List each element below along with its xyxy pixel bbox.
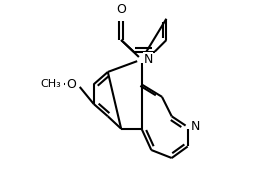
- Text: N: N: [190, 120, 200, 133]
- Text: CH₃: CH₃: [40, 79, 61, 89]
- Text: O: O: [66, 78, 76, 91]
- Text: O: O: [116, 3, 126, 16]
- Text: N: N: [143, 53, 153, 66]
